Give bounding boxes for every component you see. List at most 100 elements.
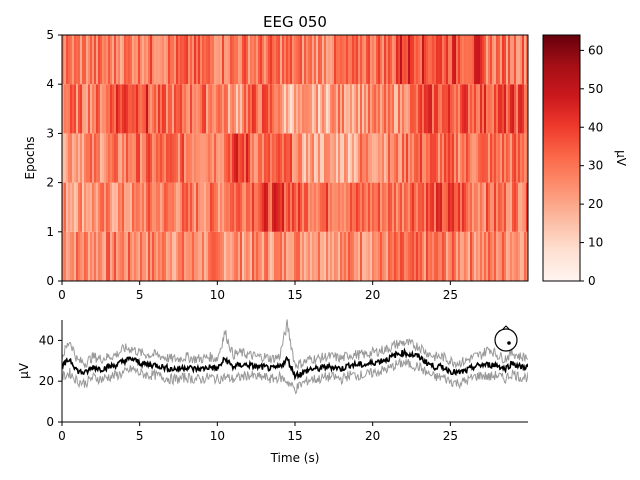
heatmap-cell [520, 133, 523, 183]
heatmap-cell [226, 231, 229, 281]
heatmap-cell [222, 35, 225, 85]
heatmap-cell [284, 35, 287, 85]
heatmap-cell [450, 84, 453, 134]
heatmap-cell [356, 133, 359, 183]
heatmap-cell [424, 182, 427, 232]
heatmap-cell [348, 182, 351, 232]
heatmap-cell [86, 35, 89, 85]
heatmap-cell [308, 35, 311, 85]
heatmap-cell [322, 231, 325, 281]
heatmap-cell [124, 35, 127, 85]
heatmap-cell [296, 35, 299, 85]
heatmap-cell [412, 182, 415, 232]
heatmap-cell [270, 182, 273, 232]
heatmap-cell [504, 84, 507, 134]
heatmap-x-tick-label: 5 [136, 288, 144, 302]
heatmap-cell [150, 231, 153, 281]
heatmap-cell [196, 182, 199, 232]
heatmap-cell [246, 84, 249, 134]
heatmap-cell [290, 35, 293, 85]
heatmap-cell [344, 231, 347, 281]
heatmap-cell [214, 231, 217, 281]
heatmap-cell [364, 133, 367, 183]
heatmap-cell [194, 231, 197, 281]
heatmap-cell [520, 231, 523, 281]
heatmap-cell [88, 182, 91, 232]
heatmap-cell [436, 231, 439, 281]
heatmap-cell [140, 84, 143, 134]
heatmap-cell [350, 133, 353, 183]
heatmap-cell [390, 182, 393, 232]
heatmap-cell [372, 84, 375, 134]
heatmap-cell [404, 182, 407, 232]
heatmap-cell [418, 133, 421, 183]
heatmap-cell [108, 84, 111, 134]
heatmap-cell [238, 231, 241, 281]
heatmap-cell [114, 35, 117, 85]
heatmap-cell [294, 35, 297, 85]
heatmap-cell [368, 182, 371, 232]
heatmap-cell [76, 84, 79, 134]
heatmap-cell [350, 35, 353, 85]
heatmap-cell [522, 84, 525, 134]
heatmap-cell [132, 84, 135, 134]
heatmap-cell [358, 133, 361, 183]
heatmap-cell [432, 35, 435, 85]
heatmap-cell [112, 231, 115, 281]
heatmap-cell [418, 35, 421, 85]
heatmap-cell [328, 133, 331, 183]
heatmap-cell [274, 231, 277, 281]
heatmap-cell [344, 133, 347, 183]
heatmap-cell [126, 231, 129, 281]
heatmap-cell [402, 182, 405, 232]
heatmap-cell [350, 231, 353, 281]
heatmap-x-tick-label: 25 [443, 288, 458, 302]
heatmap-cell [210, 133, 213, 183]
heatmap-cell [204, 182, 207, 232]
heatmap-cell [138, 231, 141, 281]
heatmap-cell [504, 133, 507, 183]
heatmap-cell [244, 84, 247, 134]
heatmap-cell [212, 35, 215, 85]
heatmap-cell [380, 84, 383, 134]
heatmap-cell [104, 133, 107, 183]
heatmap-cell [490, 35, 493, 85]
heatmap-cell [346, 84, 349, 134]
heatmap-cell [66, 35, 69, 85]
heatmap-cell [262, 84, 265, 134]
heatmap-cell [274, 133, 277, 183]
heatmap-cell [116, 84, 119, 134]
heatmap-cell [482, 133, 485, 183]
heatmap-cell [134, 35, 137, 85]
heatmap-cell [406, 35, 409, 85]
heatmap-cell [146, 133, 149, 183]
heatmap-cell [374, 84, 377, 134]
heatmap-cell [318, 35, 321, 85]
heatmap-cell [360, 231, 363, 281]
heatmap-cell [438, 84, 441, 134]
heatmap-cell [448, 182, 451, 232]
heatmap-cell [276, 35, 279, 85]
heatmap-cell [334, 182, 337, 232]
heatmap-cell [220, 133, 223, 183]
heatmap-cell [210, 84, 213, 134]
heatmap-cell [496, 231, 499, 281]
heatmap-cell [398, 84, 401, 134]
heatmap-cell [446, 133, 449, 183]
heatmap-cell [526, 182, 528, 232]
heatmap-cell [106, 231, 109, 281]
heatmap-cell [136, 84, 139, 134]
heatmap-cell [226, 35, 229, 85]
heatmap-cell [76, 182, 79, 232]
heatmap-cell [384, 133, 387, 183]
heatmap-cell [314, 182, 317, 232]
heatmap-cell [272, 35, 275, 85]
heatmap-cell [470, 84, 473, 134]
heatmap-cell [462, 133, 465, 183]
heatmap-cell [146, 231, 149, 281]
heatmap-cell [122, 231, 125, 281]
heatmap-cell [446, 35, 449, 85]
heatmap-cell [492, 35, 495, 85]
heatmap-cell [108, 182, 111, 232]
heatmap-cell [520, 35, 523, 85]
